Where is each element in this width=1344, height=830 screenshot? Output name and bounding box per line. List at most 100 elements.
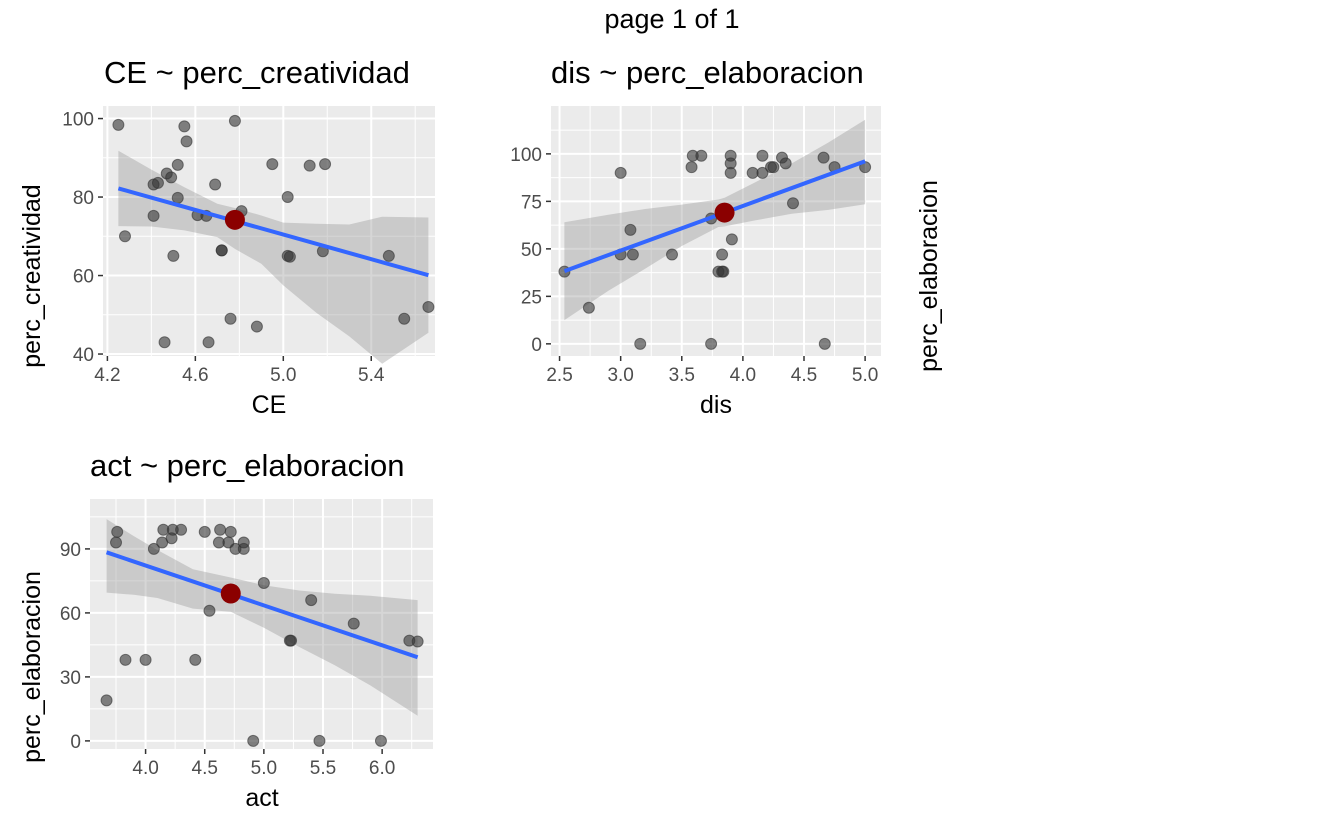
- highlight-point: [714, 202, 735, 223]
- data-point: [756, 166, 769, 179]
- x-axis-title: CE: [252, 391, 287, 419]
- x-axis-title: act: [245, 784, 278, 812]
- chart-panel-ce: 4.2 4.6 5.0 5.4 40 60 80 100 CE ~ perc_creativi…: [18, 55, 435, 419]
- data-point: [247, 734, 260, 747]
- data-point: [283, 250, 296, 263]
- chart-title: CE ~ perc_creatividad: [104, 55, 410, 90]
- x-tick-label: 4.2: [94, 365, 120, 386]
- panel-background: [90, 499, 433, 749]
- y-axis-title: perc_elaboracion: [18, 571, 46, 763]
- x-tick-label: 4.0: [132, 758, 158, 779]
- data-point: [303, 159, 316, 172]
- data-point: [685, 161, 698, 174]
- regression-line: [563, 159, 866, 273]
- data-point: [237, 536, 250, 549]
- y-tick-label: 60: [60, 604, 81, 625]
- y-tick-label: 0: [531, 335, 542, 356]
- confidence-band: [106, 519, 418, 716]
- data-point: [202, 336, 215, 349]
- data-point: [175, 523, 188, 536]
- data-point: [695, 149, 708, 162]
- panel-background: [551, 106, 881, 356]
- data-point: [716, 248, 729, 261]
- data-point: [100, 694, 113, 707]
- regression-line: [105, 550, 419, 660]
- data-point: [224, 525, 237, 538]
- data-point: [203, 604, 216, 617]
- highlight-point: [224, 209, 245, 230]
- data-point: [178, 120, 191, 133]
- regression-line: [117, 186, 429, 278]
- data-point: [111, 525, 124, 538]
- x-tick-label: 6.0: [369, 758, 395, 779]
- data-point: [634, 337, 647, 350]
- data-point: [398, 312, 411, 325]
- data-point: [147, 209, 160, 222]
- y-tick-label: 80: [73, 188, 94, 209]
- x-tick-label: 2.5: [546, 365, 572, 386]
- data-point: [582, 301, 595, 314]
- data-point: [209, 178, 222, 191]
- chart-title: dis ~ perc_elaboracion: [551, 55, 864, 90]
- data-point: [112, 118, 125, 131]
- y-tick-label: 25: [521, 287, 542, 308]
- data-point: [725, 233, 738, 246]
- y-tick-label: 75: [521, 192, 542, 213]
- data-point: [165, 171, 178, 184]
- data-point: [171, 158, 184, 171]
- data-point: [313, 734, 326, 747]
- chart-panel-act: 4.0 4.5 5.0 5.5 6.0 0 30 60 90 act ~ perc_elabor…: [18, 448, 433, 812]
- data-point: [118, 230, 131, 243]
- data-point: [422, 300, 435, 313]
- data-point: [382, 249, 395, 262]
- highlight-point: [220, 583, 241, 604]
- data-point: [151, 176, 164, 189]
- x-tick-label: 3.5: [669, 365, 695, 386]
- x-tick-label: 3.0: [607, 365, 633, 386]
- data-point: [705, 337, 718, 350]
- data-point: [158, 336, 171, 349]
- plot-area: 4.0 4.5 5.0 5.5 6.0 0 30 60 90: [60, 499, 433, 779]
- data-point: [666, 248, 678, 261]
- y-axis-title: perc_elaboracion: [915, 180, 943, 372]
- y-tick-label: 0: [70, 732, 81, 753]
- y-tick-label: 100: [62, 110, 94, 131]
- data-point: [224, 312, 237, 325]
- data-point: [228, 114, 241, 127]
- data-point: [724, 166, 737, 179]
- data-point: [756, 149, 769, 162]
- data-point: [198, 525, 211, 538]
- data-point: [411, 635, 424, 648]
- data-point: [319, 158, 332, 171]
- plot-area: 4.2 4.6 5.0 5.4 40 60 80 100: [62, 106, 435, 386]
- data-point: [250, 320, 263, 333]
- y-tick-label: 30: [60, 668, 81, 689]
- data-point: [779, 157, 792, 170]
- data-point: [119, 653, 132, 666]
- data-point: [266, 158, 279, 171]
- x-tick-label: 4.0: [730, 365, 756, 386]
- x-axis-title: dis: [700, 391, 732, 419]
- x-tick-label: 4.6: [182, 365, 208, 386]
- data-point: [110, 536, 123, 549]
- data-point: [374, 734, 387, 747]
- data-point: [624, 223, 637, 236]
- y-tick-label: 60: [73, 267, 94, 288]
- data-point: [147, 542, 160, 555]
- data-point: [257, 577, 270, 590]
- data-point: [180, 135, 193, 148]
- data-point: [347, 617, 360, 630]
- x-tick-label: 5.5: [310, 758, 336, 779]
- data-point: [717, 265, 730, 278]
- data-point: [614, 166, 627, 179]
- data-point: [214, 523, 227, 536]
- data-point: [626, 248, 639, 261]
- data-point: [167, 249, 180, 262]
- y-axis-title: perc_creatividad: [18, 184, 46, 367]
- data-point: [281, 191, 294, 204]
- data-point: [139, 653, 152, 666]
- x-tick-label: 4.5: [192, 758, 218, 779]
- chart-title: act ~ perc_elaboracion: [90, 448, 405, 483]
- data-point: [787, 197, 799, 210]
- page-title: page 1 of 1: [604, 4, 740, 34]
